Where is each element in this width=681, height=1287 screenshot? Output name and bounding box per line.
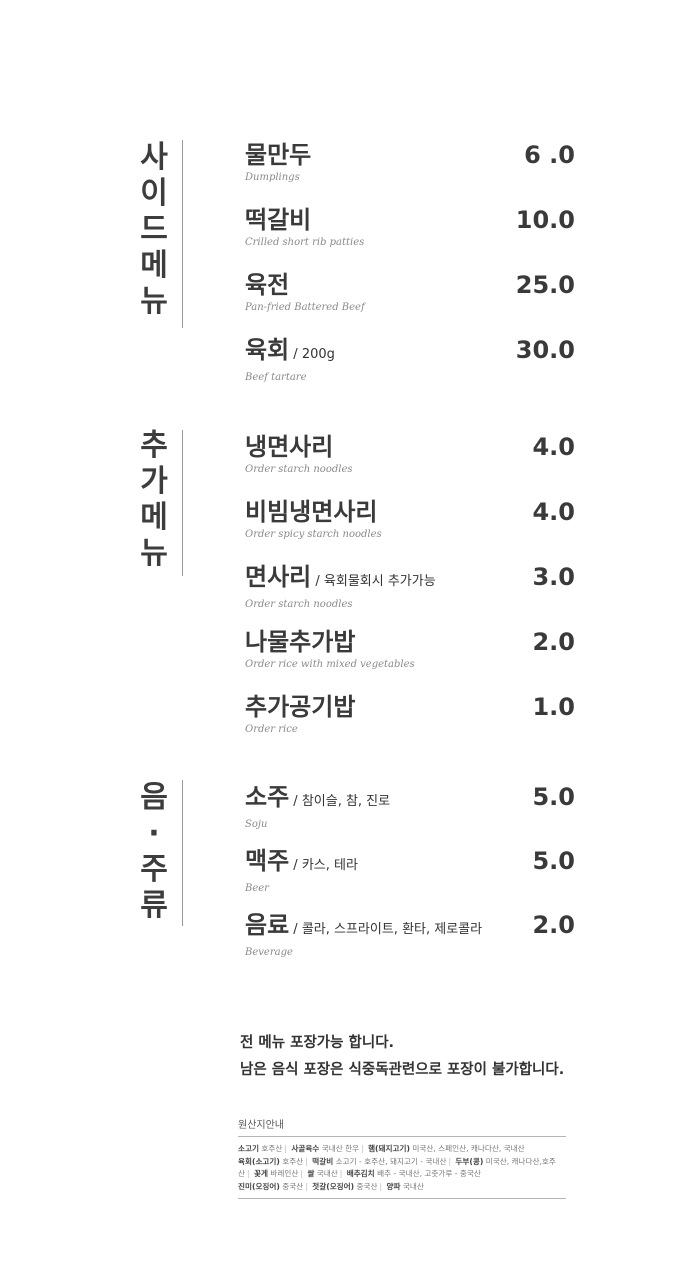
title-char: 주: [140, 852, 168, 887]
origin-entry: 떡갈비 소고기 - 호주산, 돼지고기 - 국내산: [312, 1156, 447, 1166]
origin-title: 원산지안내: [238, 1116, 566, 1137]
item-price: 10.0: [515, 206, 575, 234]
origin-entry: 꽃게 바레인산: [253, 1169, 299, 1178]
item-price: 1.0: [532, 693, 575, 721]
menu-item: 추가공기밥 Order rice 1.0: [245, 692, 575, 752]
item-english-name: Crilled short rib patties: [245, 237, 365, 248]
origin-entry: 배추김치 배추 - 국내산, 고춧가루 - 중국산: [346, 1169, 481, 1178]
origin-entry: 햄(돼지고기) 미국산, 스페인산, 캐나다산, 국내산: [368, 1144, 525, 1153]
item-price: 5.0: [532, 847, 575, 875]
item-name: 떡갈비: [245, 206, 312, 234]
item-english-name: Order rice: [245, 724, 298, 735]
section-divider: [182, 140, 183, 328]
notice-line: 남은 음식 포장은 식중독관련으로 포장이 불가합니다.: [240, 1062, 565, 1078]
menu-item: 나물추가밥 Order rice with mixed vegetables 2…: [245, 627, 575, 687]
item-name: 면사리: [245, 563, 312, 591]
item-english-name: Order starch noodles: [245, 599, 353, 610]
item-price: 30.0: [515, 336, 575, 364]
origin-entry: 두부(콩) 미국산, 캐나다산,호주산: [238, 1156, 556, 1179]
item-price: 25.0: [515, 271, 575, 299]
item-name: 육전: [245, 271, 290, 299]
item-name: 비빔냉면사리: [245, 498, 378, 526]
title-char: 뉴: [140, 284, 168, 319]
item-english-name: Beer: [245, 883, 269, 894]
item-english-name: Dumplings: [245, 172, 300, 183]
section-divider: [182, 430, 183, 576]
title-char: 메: [140, 248, 168, 283]
title-char: 추: [140, 428, 168, 463]
item-price: 4.0: [532, 433, 575, 461]
item-price: 5.0: [532, 783, 575, 811]
origin-entry: 육회(소고기) 호주산: [238, 1156, 304, 1166]
menu-item: 육회 / 200g Beef tartare 30.0: [245, 335, 575, 395]
menu-item: 비빔냉면사리 Order spicy starch noodles 4.0: [245, 497, 575, 557]
item-english-name: Beverage: [245, 947, 293, 958]
item-price: 2.0: [532, 911, 575, 939]
origin-entry: 진미(오징어) 중국산: [238, 1181, 304, 1191]
title-char: 사: [140, 140, 168, 175]
takeout-notice: 전 메뉴 포장가능 합니다. 남은 음식 포장은 식중독관련으로 포장이 불가합…: [240, 1030, 640, 1084]
origin-info: 원산지안내 소고기 호주산 | 사골육수 국내산 한우 | 햄(돼지고기) 미국산,…: [238, 1116, 566, 1199]
origin-entry: 젓갈(오징어) 중국산: [312, 1181, 378, 1191]
item-price: 4.0: [532, 498, 575, 526]
title-char: 가: [140, 464, 168, 499]
menu-item: 음료 / 콜라, 스프라이트, 환타, 제로콜라 Beverage 2.0: [245, 910, 575, 970]
section-title: 추 가 메 뉴: [136, 428, 172, 572]
item-english-name: Soju: [245, 819, 268, 830]
title-char: 드: [140, 212, 168, 247]
item-name: 맥주: [245, 847, 290, 875]
item-name: 음료: [245, 911, 290, 939]
menu-item: 소주 / 참이슬, 참, 진로 Soju 5.0: [245, 782, 575, 842]
item-note: / 200g: [289, 347, 335, 362]
item-price: 2.0: [532, 628, 575, 656]
section-divider: [182, 780, 183, 926]
section-title: 사 이 드 메 뉴: [136, 140, 172, 320]
origin-entry: 소고기 호주산: [238, 1144, 283, 1153]
item-note: / 카스, 테라: [289, 858, 358, 873]
item-name: 물만두: [245, 141, 312, 169]
menu-item: 맥주 / 카스, 테라 Beer 5.0: [245, 846, 575, 906]
notice-line: 전 메뉴 포장가능 합니다.: [240, 1035, 395, 1051]
title-char: 음: [140, 780, 168, 815]
section-title: 음 · 주 류: [136, 780, 172, 924]
title-char: 류: [140, 888, 168, 923]
menu-item: 면사리 / 육회물회시 추가가능 Order starch noodles 3.…: [245, 562, 575, 622]
item-english-name: Order starch noodles: [245, 464, 353, 475]
item-name: 추가공기밥: [245, 693, 356, 721]
item-price: 6 .0: [524, 141, 575, 169]
title-char: 메: [140, 500, 168, 535]
origin-entry: 사골육수 국내산 한우: [291, 1144, 360, 1153]
menu-item: 육전 Pan-fried Battered Beef 25.0: [245, 270, 575, 330]
item-note: / 참이슬, 참, 진로: [289, 794, 391, 809]
item-english-name: Pan-fried Battered Beef: [245, 302, 365, 313]
item-note: / 콜라, 스프라이트, 환타, 제로콜라: [289, 922, 483, 937]
origin-entry: 쌀 국내산: [307, 1169, 338, 1178]
item-english-name: Order rice with mixed vegetables: [245, 659, 415, 670]
item-english-name: Beef tartare: [245, 372, 307, 383]
item-name: 육회: [245, 336, 290, 364]
title-char: 이: [140, 176, 168, 211]
origin-entry: 양파 국내산: [386, 1181, 424, 1191]
menu-item: 물만두 Dumplings 6 .0: [245, 140, 575, 200]
item-price: 3.0: [532, 563, 575, 591]
menu-item: 냉면사리 Order starch noodles 4.0: [245, 432, 575, 492]
item-english-name: Order spicy starch noodles: [245, 529, 382, 540]
item-name: 냉면사리: [245, 433, 334, 461]
menu-item: 떡갈비 Crilled short rib patties 10.0: [245, 205, 575, 265]
item-name: 나물추가밥: [245, 628, 356, 656]
title-char: 뉴: [140, 536, 168, 571]
item-name: 소주: [245, 783, 290, 811]
origin-body: 소고기 호주산 | 사골육수 국내산 한우 | 햄(돼지고기) 미국산, 스페인산,…: [238, 1137, 566, 1199]
title-char: ·: [148, 816, 160, 851]
item-note: / 육회물회시 추가가능: [311, 574, 436, 589]
